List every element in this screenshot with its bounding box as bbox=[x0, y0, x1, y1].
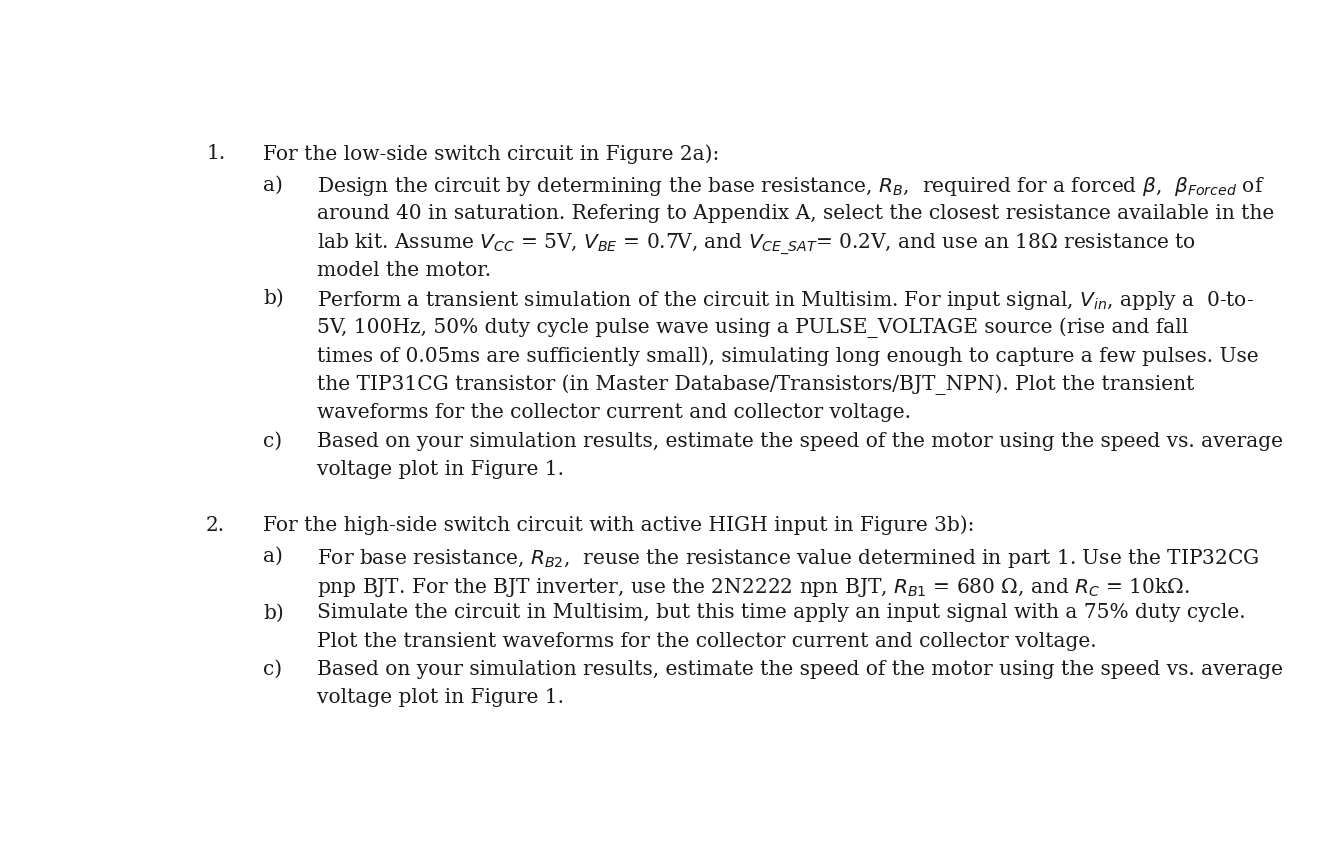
Text: Simulate the circuit in Multisim, but this time apply an input signal with a 75%: Simulate the circuit in Multisim, but th… bbox=[316, 604, 1245, 622]
Text: c): c) bbox=[263, 660, 281, 678]
Text: b): b) bbox=[263, 604, 284, 622]
Text: b): b) bbox=[263, 289, 284, 309]
Text: Perform a transient simulation of the circuit in Multisim. For input signal, $V_: Perform a transient simulation of the ci… bbox=[316, 289, 1254, 312]
Text: Design the circuit by determining the base resistance, $R_B$,  required for a fo: Design the circuit by determining the ba… bbox=[316, 175, 1265, 198]
Text: 2.: 2. bbox=[205, 516, 225, 535]
Text: For the high-side switch circuit with active HIGH input in Figure 3b):: For the high-side switch circuit with ac… bbox=[263, 516, 974, 536]
Text: Based on your simulation results, estimate the speed of the motor using the spee: Based on your simulation results, estima… bbox=[316, 660, 1283, 678]
Text: voltage plot in Figure 1.: voltage plot in Figure 1. bbox=[316, 461, 564, 479]
Text: Based on your simulation results, estimate the speed of the motor using the spee: Based on your simulation results, estima… bbox=[316, 432, 1283, 450]
Text: a): a) bbox=[263, 175, 283, 195]
Text: For the low-side switch circuit in Figure 2a):: For the low-side switch circuit in Figur… bbox=[263, 144, 719, 163]
Text: model the motor.: model the motor. bbox=[316, 261, 491, 280]
Text: For base resistance, $R_{B2}$,  reuse the resistance value determined in part 1.: For base resistance, $R_{B2}$, reuse the… bbox=[316, 547, 1259, 570]
Text: 1.: 1. bbox=[205, 144, 225, 163]
Text: times of 0.05ms are sufficiently small), simulating long enough to capture a few: times of 0.05ms are sufficiently small),… bbox=[316, 346, 1258, 366]
Text: around 40 in saturation. Refering to Appendix A, select the closest resistance a: around 40 in saturation. Refering to App… bbox=[316, 204, 1274, 223]
Text: the TIP31CG transistor (in Master Database/Transistors/BJT_NPN). Plot the transi: the TIP31CG transistor (in Master Databa… bbox=[316, 375, 1194, 395]
Text: lab kit. Assume $V_{CC}$ = 5V, $V_{BE}$ = 0.7V, and $V_{CE\_SAT}$= 0.2V, and use: lab kit. Assume $V_{CC}$ = 5V, $V_{BE}$ … bbox=[316, 232, 1195, 258]
Text: a): a) bbox=[263, 547, 283, 566]
Text: Plot the transient waveforms for the collector current and collector voltage.: Plot the transient waveforms for the col… bbox=[316, 632, 1097, 651]
Text: pnp BJT. For the BJT inverter, use the 2N2222 npn BJT, $R_{B1}$ = 680 Ω, and $R_: pnp BJT. For the BJT inverter, use the 2… bbox=[316, 575, 1190, 598]
Text: waveforms for the collector current and collector voltage.: waveforms for the collector current and … bbox=[316, 403, 911, 422]
Text: 5V, 100Hz, 50% duty cycle pulse wave using a PULSE_VOLTAGE source (rise and fall: 5V, 100Hz, 50% duty cycle pulse wave usi… bbox=[316, 318, 1187, 338]
Text: voltage plot in Figure 1.: voltage plot in Figure 1. bbox=[316, 688, 564, 707]
Text: c): c) bbox=[263, 432, 281, 450]
